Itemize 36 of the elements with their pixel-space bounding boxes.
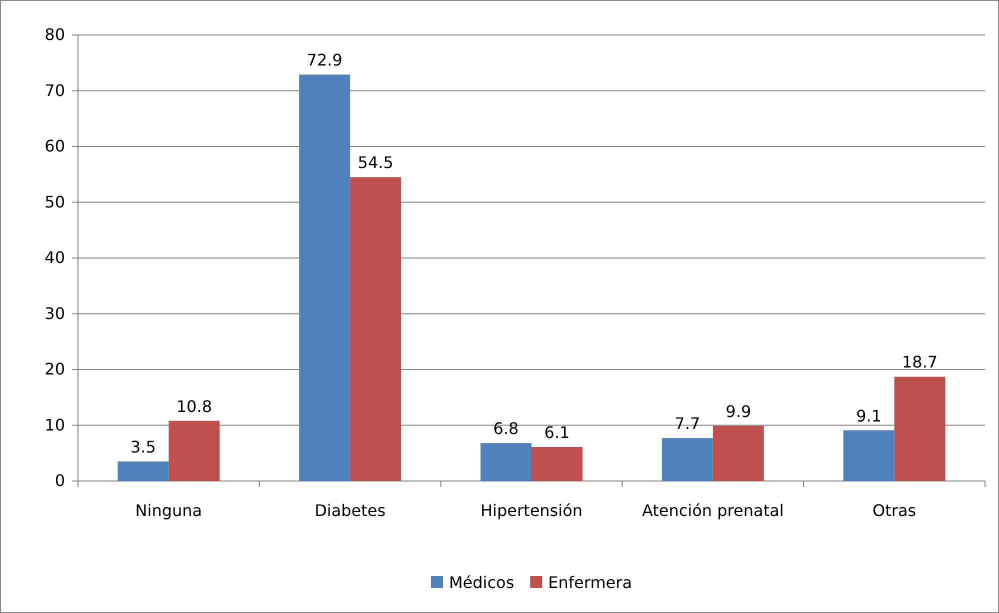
data-label: 9.1: [856, 406, 882, 426]
x-tick-label: Ninguna: [135, 501, 202, 520]
y-tick-label: 10: [44, 415, 65, 434]
data-label: 18.7: [902, 352, 938, 372]
bar: [299, 74, 350, 481]
bar: [350, 177, 402, 481]
y-tick-label: 0: [54, 471, 65, 490]
bar: [532, 446, 582, 481]
bar: [662, 438, 713, 481]
x-tick-label: Diabetes: [314, 501, 386, 520]
bar: [480, 443, 532, 481]
bar: [118, 461, 169, 481]
bar: [894, 376, 946, 481]
y-tick-label: 30: [44, 304, 65, 323]
y-tick-label: 60: [44, 136, 65, 156]
data-label: 7.7: [674, 414, 700, 434]
data-label: 9.9: [726, 402, 752, 421]
bar: [168, 420, 220, 481]
y-tick-label: 50: [44, 192, 65, 212]
data-label: 6.1: [544, 422, 570, 442]
bar: [712, 426, 764, 481]
data-label: 10.8: [176, 396, 212, 416]
data-label: 6.8: [493, 419, 519, 438]
legend-label: Enfermera: [548, 573, 632, 592]
data-label: 3.5: [130, 437, 156, 456]
bar: [843, 430, 894, 481]
x-tick-label: Hipertensión: [480, 501, 583, 520]
legend-label: Médicos: [448, 573, 514, 592]
y-tick-label: 80: [44, 25, 65, 44]
x-tick-label: Atención prenatal: [642, 501, 784, 520]
x-tick-label: Otras: [872, 501, 916, 520]
data-label: 72.9: [306, 50, 342, 70]
y-tick-label: 70: [44, 80, 65, 100]
y-tick-label: 20: [44, 360, 65, 379]
y-tick-label: 40: [44, 248, 65, 268]
data-label: 54.5: [358, 153, 394, 172]
